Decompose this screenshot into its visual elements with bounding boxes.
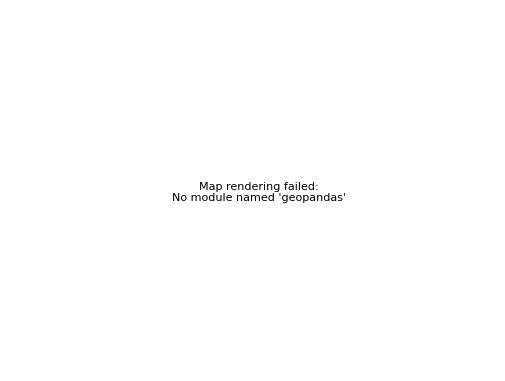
Text: Map rendering failed:
No module named 'geopandas': Map rendering failed: No module named 'g… [172, 182, 346, 203]
